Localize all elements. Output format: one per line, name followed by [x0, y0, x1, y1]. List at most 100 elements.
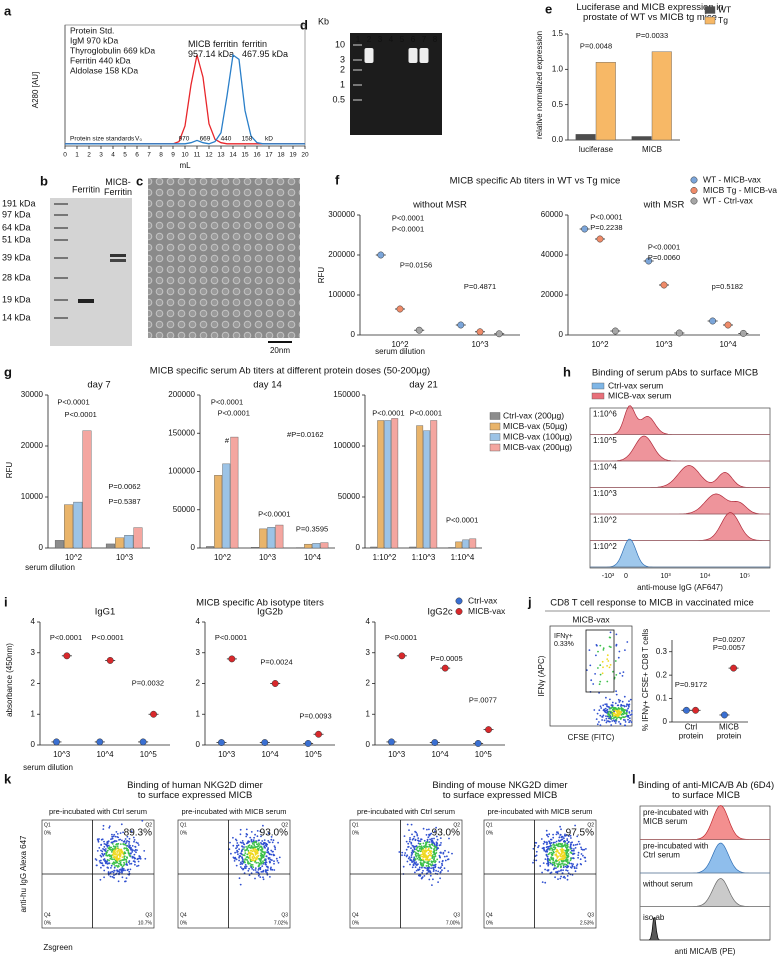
event-dot — [236, 850, 239, 853]
event-dot — [107, 840, 110, 843]
event-dot — [248, 844, 251, 847]
event-dot — [251, 840, 253, 843]
event-dot — [554, 859, 557, 862]
marker-label: 19 kDa — [2, 294, 31, 304]
panel-title: CD8 T cell response to MICB in vaccinate… — [550, 598, 753, 609]
event-dot — [563, 837, 565, 840]
event-dot — [268, 841, 271, 844]
bar — [320, 542, 329, 549]
event-dot — [413, 835, 416, 838]
event-dot — [424, 858, 427, 861]
event-dot — [402, 865, 405, 868]
event-dot — [564, 849, 567, 852]
event-dot — [604, 707, 607, 710]
panel-title: Binding of serum pAbs to surface MICB — [592, 368, 758, 379]
event-dot — [427, 847, 430, 850]
x-tick-label: 10^5 — [475, 750, 493, 759]
p-value: P<0.0001 — [446, 515, 478, 524]
gel — [50, 198, 132, 346]
event-dot — [589, 664, 592, 667]
event-dot — [424, 847, 427, 850]
event-dot — [428, 834, 431, 837]
event-dot — [544, 858, 547, 860]
event-dot — [137, 842, 139, 845]
event-dot — [241, 862, 243, 865]
event-dot — [552, 859, 555, 862]
event-dot — [273, 860, 275, 863]
event-dot — [565, 858, 568, 861]
event-dot — [129, 868, 132, 871]
event-dot — [614, 702, 617, 705]
quadrant-value: 7.00% — [446, 920, 461, 926]
event-dot — [436, 842, 439, 845]
ladder-band — [353, 99, 362, 101]
x-tick-label: 3 — [99, 152, 103, 159]
event-dot — [238, 855, 241, 858]
bar — [384, 420, 392, 549]
event-dot — [131, 851, 134, 853]
event-dot — [269, 858, 272, 861]
event-dot — [427, 846, 429, 848]
x-tick-label: 12 — [205, 152, 213, 159]
event-dot — [560, 836, 563, 839]
event-dot — [624, 649, 626, 651]
event-dot — [259, 854, 262, 857]
event-dot — [270, 836, 273, 838]
event-dot — [407, 842, 410, 845]
p-value: P<0.0001 — [410, 408, 442, 417]
event-dot — [609, 664, 612, 666]
x-tick-label: 10^3 — [53, 750, 71, 759]
y-tick-label: 4 — [31, 617, 36, 626]
event-dot — [615, 714, 618, 717]
chart-title: MICB specific Ab isotype titers — [196, 598, 324, 609]
x-tick-label: 18 — [277, 152, 285, 159]
event-dot — [621, 700, 624, 703]
event-dot — [249, 852, 252, 855]
event-dot — [278, 856, 281, 859]
legend-label: MICB Tg - MICB-vax — [703, 185, 777, 195]
event-dot — [241, 845, 243, 848]
text-line: Ferritin — [104, 187, 132, 197]
event-dot — [619, 672, 621, 675]
p-value: P<0.0001 — [50, 633, 82, 642]
event-dot — [261, 853, 264, 856]
event-dot — [567, 872, 570, 874]
event-dot — [251, 842, 254, 845]
event-dot — [626, 703, 629, 706]
event-dot — [102, 828, 105, 830]
event-dot — [564, 877, 566, 879]
quadrant-label: Q3 — [453, 912, 460, 918]
event-dot — [257, 854, 260, 857]
x-axis-label: serum dilution — [375, 347, 425, 356]
event-dot — [623, 695, 626, 698]
event-dot — [126, 845, 129, 847]
event-dot — [552, 861, 554, 864]
y-tick-label: 0 — [559, 330, 564, 339]
dot — [377, 251, 385, 259]
event-dot — [598, 709, 601, 712]
event-dot — [555, 871, 558, 874]
event-dot — [623, 705, 626, 708]
event-dot — [253, 841, 256, 844]
event-dot — [428, 869, 430, 872]
x-axis-label: anti MICA/B (PE) — [675, 947, 736, 956]
event-dot — [417, 837, 420, 839]
y-tick-label: 20000 — [21, 441, 44, 450]
event-dot — [254, 867, 257, 869]
event-dot — [241, 840, 244, 842]
event-dot — [110, 838, 112, 841]
event-dot — [433, 830, 436, 833]
event-dot — [274, 846, 276, 849]
event-dot — [571, 865, 574, 868]
bar — [73, 501, 83, 549]
event-dot — [551, 849, 554, 851]
event-dot — [418, 843, 421, 845]
legend-swatch — [455, 608, 463, 615]
event-dot — [607, 660, 610, 662]
event-dot — [439, 871, 442, 874]
event-dot — [592, 683, 595, 685]
event-dot — [423, 861, 426, 864]
event-dot — [610, 710, 612, 713]
p-value: P=0.0033 — [636, 31, 668, 40]
x-tick-label: 10^4 — [96, 750, 114, 759]
